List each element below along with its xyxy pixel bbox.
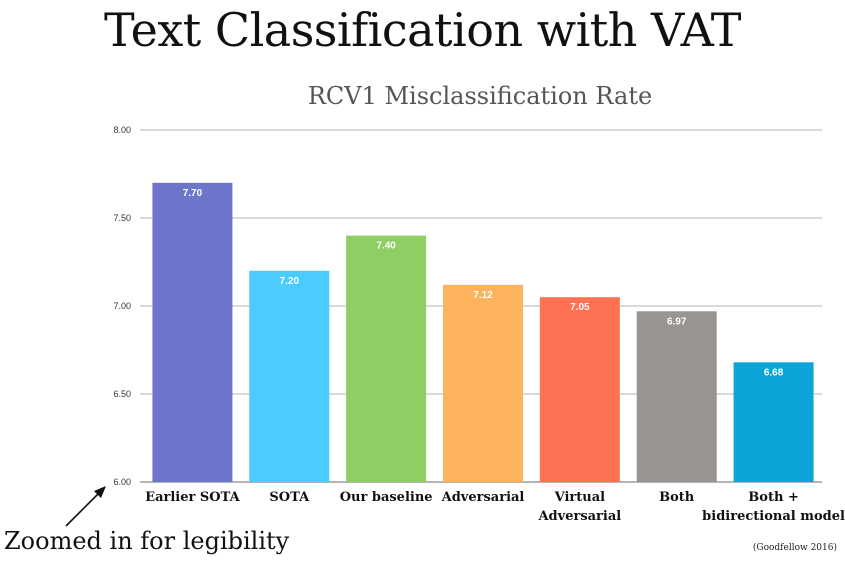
arrow-head (94, 486, 106, 498)
x-category-label: Earlier SOTA (145, 490, 240, 505)
data-label: 7.40 (376, 241, 396, 252)
data-label: 7.70 (183, 188, 203, 199)
citation: (Goodfellow 2016) (752, 543, 837, 553)
y-tick-label: 7.50 (113, 213, 131, 223)
x-category-label: bidirectional model (702, 509, 845, 524)
annotation-arrow (65, 486, 106, 527)
y-tick-label: 7.00 (113, 301, 131, 311)
x-category-label: SOTA (269, 490, 310, 505)
y-tick-label: 8.00 (113, 125, 131, 135)
data-label: 7.05 (570, 302, 590, 313)
bar (443, 284, 523, 482)
bar (539, 297, 620, 482)
y-tick-label: 6.00 (113, 477, 131, 487)
bar (152, 182, 233, 483)
bar (346, 235, 427, 482)
x-category-label: Both + (748, 490, 799, 505)
data-label: 6.97 (667, 316, 687, 327)
chart-title: RCV1 Misclassification Rate (307, 82, 653, 110)
x-category-label: Adversarial (441, 490, 525, 505)
slide-title: Text Classification with VAT (103, 3, 742, 57)
zoom-annotation: Zoomed in for legibility (4, 527, 290, 555)
bar (636, 311, 717, 482)
y-tick-label: 6.50 (113, 389, 131, 399)
x-category-label: Virtual (554, 490, 606, 505)
data-label: 6.68 (764, 367, 784, 378)
data-label: 7.12 (473, 290, 493, 301)
x-category-label: Adversarial (537, 509, 621, 524)
bar (249, 270, 330, 482)
data-label: 7.20 (280, 276, 300, 287)
bar (733, 362, 814, 482)
x-category-label: Both (659, 490, 695, 505)
x-category-label: Our baseline (340, 490, 433, 505)
